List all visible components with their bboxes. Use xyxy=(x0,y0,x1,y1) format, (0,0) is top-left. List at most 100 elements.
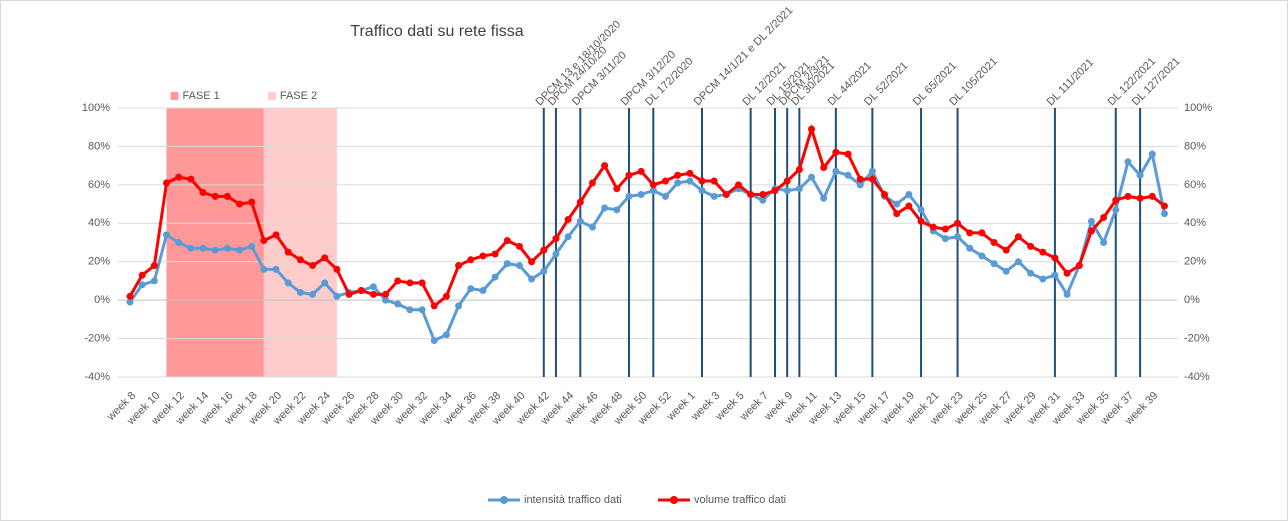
data-point xyxy=(309,262,317,270)
band-legend-swatch xyxy=(170,92,179,100)
chart-title: Traffico dati su rete fissa xyxy=(350,23,524,40)
data-point xyxy=(333,292,341,300)
data-point xyxy=(138,281,146,289)
data-point xyxy=(260,237,268,245)
data-point xyxy=(698,177,706,185)
data-point xyxy=(321,254,329,262)
data-point xyxy=(150,262,158,270)
data-point xyxy=(625,192,633,200)
data-point xyxy=(1051,271,1059,279)
y2-tick-label: 40% xyxy=(1184,217,1206,229)
data-point xyxy=(625,171,633,179)
data-point xyxy=(917,217,925,225)
data-point xyxy=(503,237,511,245)
data-point xyxy=(138,271,146,279)
data-point xyxy=(1112,206,1120,214)
data-point xyxy=(442,292,450,300)
y-tick-label: -20% xyxy=(84,332,110,344)
data-point xyxy=(382,296,390,304)
legend-marker xyxy=(500,496,508,504)
y2-tick-label: -20% xyxy=(1184,332,1210,344)
data-point xyxy=(588,223,596,231)
y-tick-label: 40% xyxy=(88,217,110,229)
data-point xyxy=(1148,192,1156,200)
data-point xyxy=(661,192,669,200)
data-point xyxy=(759,190,767,198)
data-point xyxy=(1112,196,1120,204)
data-point xyxy=(637,167,645,175)
data-point xyxy=(564,233,572,241)
data-point xyxy=(820,164,828,172)
band-legend-label: FASE 1 xyxy=(183,90,220,102)
data-point xyxy=(1100,239,1108,246)
data-point xyxy=(674,171,682,179)
data-point xyxy=(236,246,244,254)
data-point xyxy=(1100,214,1108,222)
data-point xyxy=(272,231,280,239)
data-point xyxy=(455,262,463,270)
data-point xyxy=(394,300,402,308)
data-point xyxy=(808,125,816,133)
phase-band xyxy=(166,108,264,377)
data-point xyxy=(795,185,803,193)
data-point xyxy=(990,239,998,246)
data-point xyxy=(710,192,718,200)
data-point xyxy=(893,200,901,208)
data-point xyxy=(528,258,536,266)
data-point xyxy=(515,242,523,250)
data-point xyxy=(735,181,742,189)
data-point xyxy=(1002,246,1010,254)
data-point xyxy=(588,179,596,187)
data-point xyxy=(1136,171,1144,179)
data-point xyxy=(747,190,755,198)
data-point xyxy=(783,177,791,185)
data-point xyxy=(820,194,828,202)
data-point xyxy=(442,331,450,339)
data-point xyxy=(503,260,511,268)
data-point xyxy=(296,256,304,264)
data-point xyxy=(552,235,560,243)
data-point xyxy=(394,277,402,285)
legend-marker xyxy=(670,496,678,504)
data-point xyxy=(515,262,523,270)
data-point xyxy=(1039,275,1047,283)
data-point xyxy=(150,277,158,285)
data-point xyxy=(1124,192,1132,200)
data-point xyxy=(1160,202,1168,210)
data-point xyxy=(698,187,706,195)
data-point xyxy=(710,177,718,185)
data-point xyxy=(954,219,962,227)
band-legend-label: FASE 2 xyxy=(280,90,317,102)
legend-label: volume traffico dati xyxy=(694,494,786,506)
data-point xyxy=(223,244,231,252)
data-point xyxy=(686,177,694,185)
data-point xyxy=(199,189,207,197)
data-point xyxy=(418,279,426,287)
data-point xyxy=(844,171,852,179)
data-point xyxy=(248,242,256,250)
data-point xyxy=(309,290,317,298)
data-point xyxy=(978,252,986,260)
data-point xyxy=(345,290,353,298)
data-point xyxy=(808,173,816,181)
data-point xyxy=(576,198,584,206)
data-point xyxy=(759,196,767,204)
data-point xyxy=(832,148,840,156)
data-point xyxy=(783,187,791,195)
data-point xyxy=(467,285,475,293)
data-point xyxy=(163,231,171,239)
y2-tick-label: 80% xyxy=(1184,140,1206,152)
data-point xyxy=(1051,254,1059,262)
data-point xyxy=(856,181,864,189)
data-point xyxy=(868,175,876,183)
data-point xyxy=(917,206,925,214)
data-point xyxy=(187,244,195,252)
data-point xyxy=(966,229,974,237)
data-point xyxy=(905,190,913,198)
phase-band xyxy=(263,108,337,377)
data-point xyxy=(430,302,438,310)
data-point xyxy=(1124,158,1132,166)
data-point xyxy=(856,175,864,183)
data-point xyxy=(1063,269,1071,277)
